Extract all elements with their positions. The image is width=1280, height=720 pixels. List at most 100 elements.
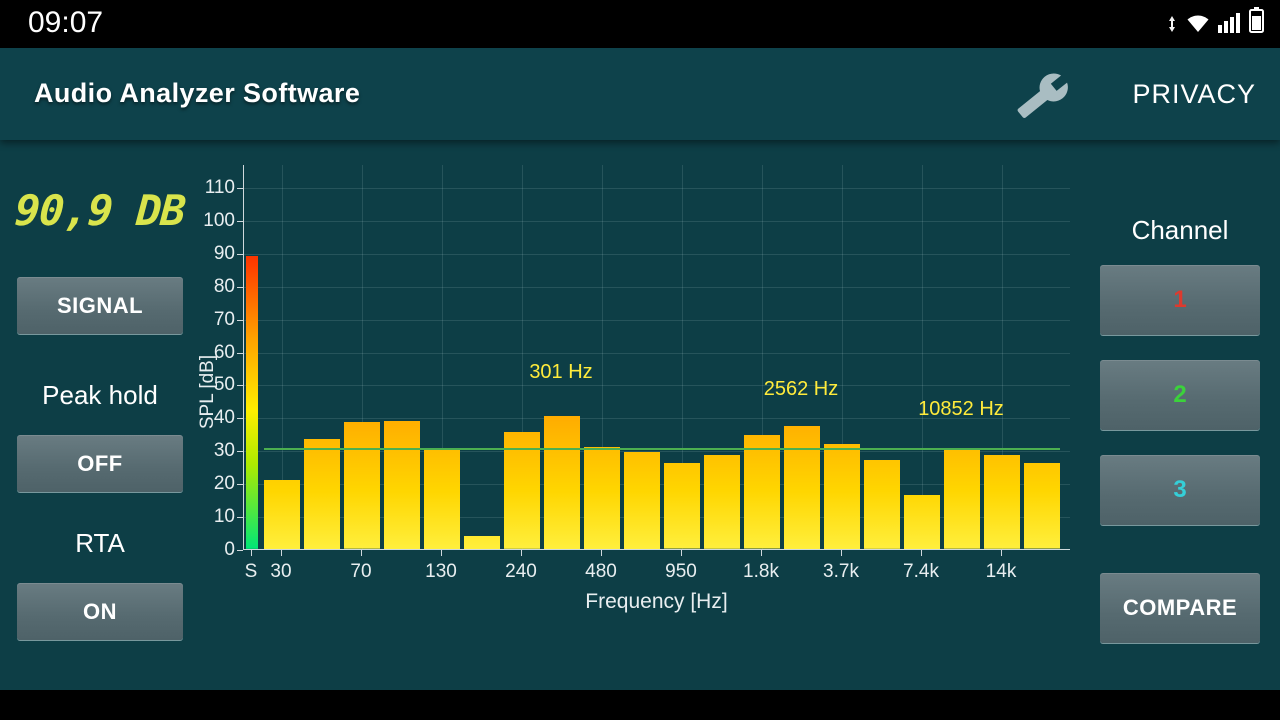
- y-axis-tick: [237, 286, 243, 288]
- grid-line-horizontal: [244, 385, 1070, 387]
- channel-2-button[interactable]: 2: [1100, 360, 1260, 430]
- y-axis-tick: [237, 484, 243, 486]
- y-axis-tick: [237, 418, 243, 420]
- grid-line-vertical: [522, 165, 523, 549]
- x-axis-tick: [281, 550, 282, 556]
- spectrum-bar: [504, 432, 540, 549]
- peak-hold-toggle-button[interactable]: OFF: [17, 435, 183, 492]
- y-axis-tick-label: 40: [213, 407, 235, 429]
- y-axis-tick-label: 60: [213, 341, 235, 363]
- x-axis-tick-label: 1.8k: [743, 561, 779, 582]
- x-axis-tick: [761, 550, 762, 556]
- x-axis-tick: [921, 550, 922, 556]
- status-time: 09:07: [28, 6, 104, 39]
- grid-line-horizontal: [244, 253, 1070, 255]
- y-axis-tick-label: 30: [213, 440, 235, 462]
- grid-line-vertical: [362, 165, 363, 549]
- y-axis-tick-label: 90: [213, 242, 235, 264]
- grid-line-vertical: [1002, 165, 1003, 549]
- settings-wrench-icon[interactable]: [1012, 70, 1074, 122]
- spectrum-chart: SPL [dB] Frequency [Hz] 0 10 20 30 40 50 60 70 8…: [195, 160, 1085, 640]
- spectrum-bar: [984, 455, 1020, 549]
- x-axis-tick: [841, 550, 842, 556]
- grid-line-vertical: [442, 165, 443, 549]
- y-axis-tick: [237, 385, 243, 387]
- wifi-icon: [1185, 13, 1211, 38]
- grid-line-horizontal: [244, 319, 1070, 321]
- wifi-transfer-icon: [1166, 15, 1178, 38]
- signal-level-bar: [246, 256, 258, 549]
- y-axis-tick: [237, 550, 243, 551]
- app-header: Audio Analyzer Software PRIVACY: [0, 48, 1280, 140]
- y-axis-tick: [237, 352, 243, 354]
- y-axis-tick-label: 20: [213, 473, 235, 495]
- x-axis-tick-label: 240: [505, 561, 537, 582]
- rta-toggle-button[interactable]: ON: [17, 583, 183, 640]
- spectrum-bar: [344, 422, 380, 549]
- rta-average-line: [264, 448, 1060, 451]
- y-axis-tick: [237, 220, 243, 222]
- peak-hold-label: Peak hold: [42, 380, 158, 410]
- spectrum-bar: [784, 425, 820, 549]
- spectrum-bar: [744, 435, 780, 549]
- channel-label: Channel: [1131, 215, 1229, 245]
- x-axis-tick: [601, 550, 602, 556]
- spectrum-bar: [664, 463, 700, 549]
- spectrum-bar: [944, 450, 980, 549]
- grid-line-vertical: [602, 165, 603, 549]
- x-axis-tick-label: 70: [350, 561, 372, 582]
- signal-button[interactable]: SIGNAL: [17, 277, 183, 334]
- x-axis-label: Frequency [Hz]: [585, 590, 728, 613]
- spectrum-bar: [304, 438, 340, 549]
- status-icons: [1166, 7, 1264, 38]
- x-axis-tick-label: 30: [270, 561, 292, 582]
- spectrum-bar: [464, 535, 500, 549]
- spectrum-bar: [424, 448, 460, 549]
- spectrum-bar: [624, 451, 660, 549]
- x-axis-tick: [251, 550, 252, 556]
- plot-area: [243, 165, 1070, 550]
- grid-line-horizontal: [244, 220, 1070, 222]
- peak-frequency-annotation: 10852 Hz: [918, 397, 1004, 420]
- x-axis-tick-label: 480: [585, 561, 617, 582]
- y-axis-tick-label: 110: [204, 177, 235, 199]
- grid-line-horizontal: [244, 188, 1070, 190]
- x-axis-tick-label: 950: [665, 561, 697, 582]
- spectrum-bar: [1024, 463, 1060, 549]
- x-axis-tick-label: S: [244, 561, 258, 582]
- battery-icon: [1249, 7, 1264, 38]
- x-axis-tick-label: 7.4k: [903, 561, 939, 582]
- peak-frequency-annotation: 301 Hz: [529, 361, 593, 384]
- compare-button[interactable]: COMPARE: [1100, 573, 1260, 643]
- grid-line-horizontal: [244, 286, 1070, 288]
- grid-line-vertical: [282, 165, 283, 549]
- grid-line-horizontal: [244, 352, 1070, 354]
- grid-line-vertical: [842, 165, 843, 549]
- rta-label: RTA: [75, 528, 125, 558]
- y-axis-tick: [237, 451, 243, 453]
- main-content: 90,9 DB SIGNAL Peak hold OFF RTA ON SPL …: [0, 140, 1280, 690]
- x-axis-tick: [681, 550, 682, 556]
- grid-line-vertical: [762, 165, 763, 549]
- spectrum-bar: [864, 460, 900, 549]
- channel-3-button[interactable]: 3: [1100, 455, 1260, 525]
- signal-strength-icon: [1218, 11, 1242, 38]
- app-title: Audio Analyzer Software: [34, 78, 361, 108]
- y-axis-tick: [237, 319, 243, 321]
- spectrum-bar: [264, 479, 300, 549]
- spectrum-bar: [544, 415, 580, 549]
- x-axis-tick: [361, 550, 362, 556]
- x-axis-tick: [521, 550, 522, 556]
- x-axis-tick-label: 14k: [985, 561, 1017, 582]
- bottom-nav-bar: [0, 690, 1280, 720]
- grid-line-vertical: [682, 165, 683, 549]
- channel-1-button[interactable]: 1: [1100, 265, 1260, 335]
- y-axis-tick-label: 10: [213, 506, 235, 528]
- spectrum-bar: [904, 494, 940, 549]
- y-axis-tick-label: 80: [213, 275, 235, 297]
- privacy-link[interactable]: PRIVACY: [1132, 79, 1256, 109]
- grid-line-horizontal: [244, 451, 1070, 453]
- grid-line-vertical: [922, 165, 923, 549]
- spectrum-bar: [384, 420, 420, 549]
